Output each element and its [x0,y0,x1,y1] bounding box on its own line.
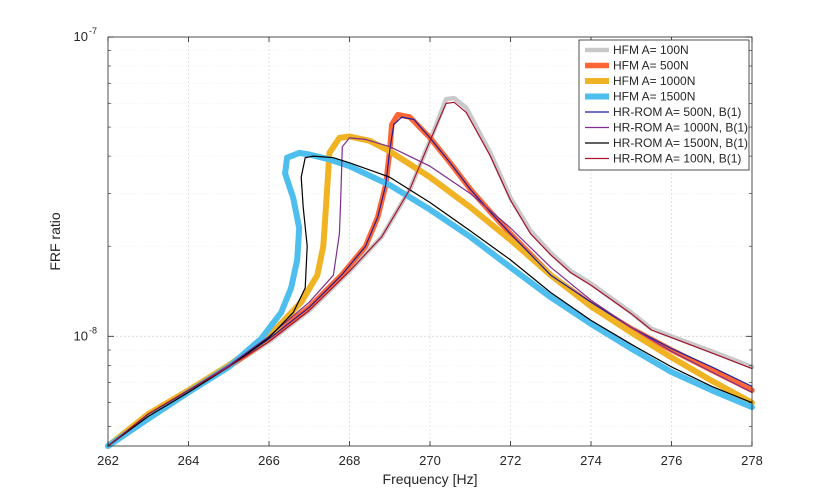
legend-entry: HR-ROM A= 1000N, B(1) [613,121,748,135]
legend-entry: HR-ROM A= 100N, B(1) [613,152,741,166]
x-tick-label: 262 [97,453,119,468]
series-line-8 [107,101,753,447]
legend-entry: HFM A= 1000N [613,74,695,88]
x-tick-label: 274 [580,453,602,468]
y-tick-exponent: -7 [89,26,97,36]
x-tick-label: 264 [178,453,200,468]
series-lines [105,95,755,449]
x-tick-label: 276 [661,453,683,468]
legend-entry: HR-ROM A= 500N, B(1) [613,105,741,119]
x-tick-label: 270 [419,453,441,468]
x-tick-label: 278 [741,453,763,468]
y-tick-exponent: -8 [89,325,97,335]
series-line-7 [107,155,753,447]
series-line-6 [107,137,753,447]
x-tick-label: 272 [500,453,522,468]
x-tick-label: 266 [258,453,280,468]
x-tick-label: 268 [339,453,361,468]
x-axis-label: Frequency [Hz] [383,471,478,487]
legend-entry: HFM A= 100N [613,43,689,57]
legend-entry: HFM A= 1500N [613,90,695,104]
y-axis-label: FRF ratio [47,212,63,271]
y-tick-label: 10 [74,29,88,44]
series-line-4 [105,149,755,449]
series-line-5 [107,116,753,447]
legend-entry: HR-ROM A= 1500N, B(1) [613,136,748,150]
legend-entry: HFM A= 500N [613,59,689,73]
legend-box [578,39,750,171]
y-tick-label: 10 [74,328,88,343]
